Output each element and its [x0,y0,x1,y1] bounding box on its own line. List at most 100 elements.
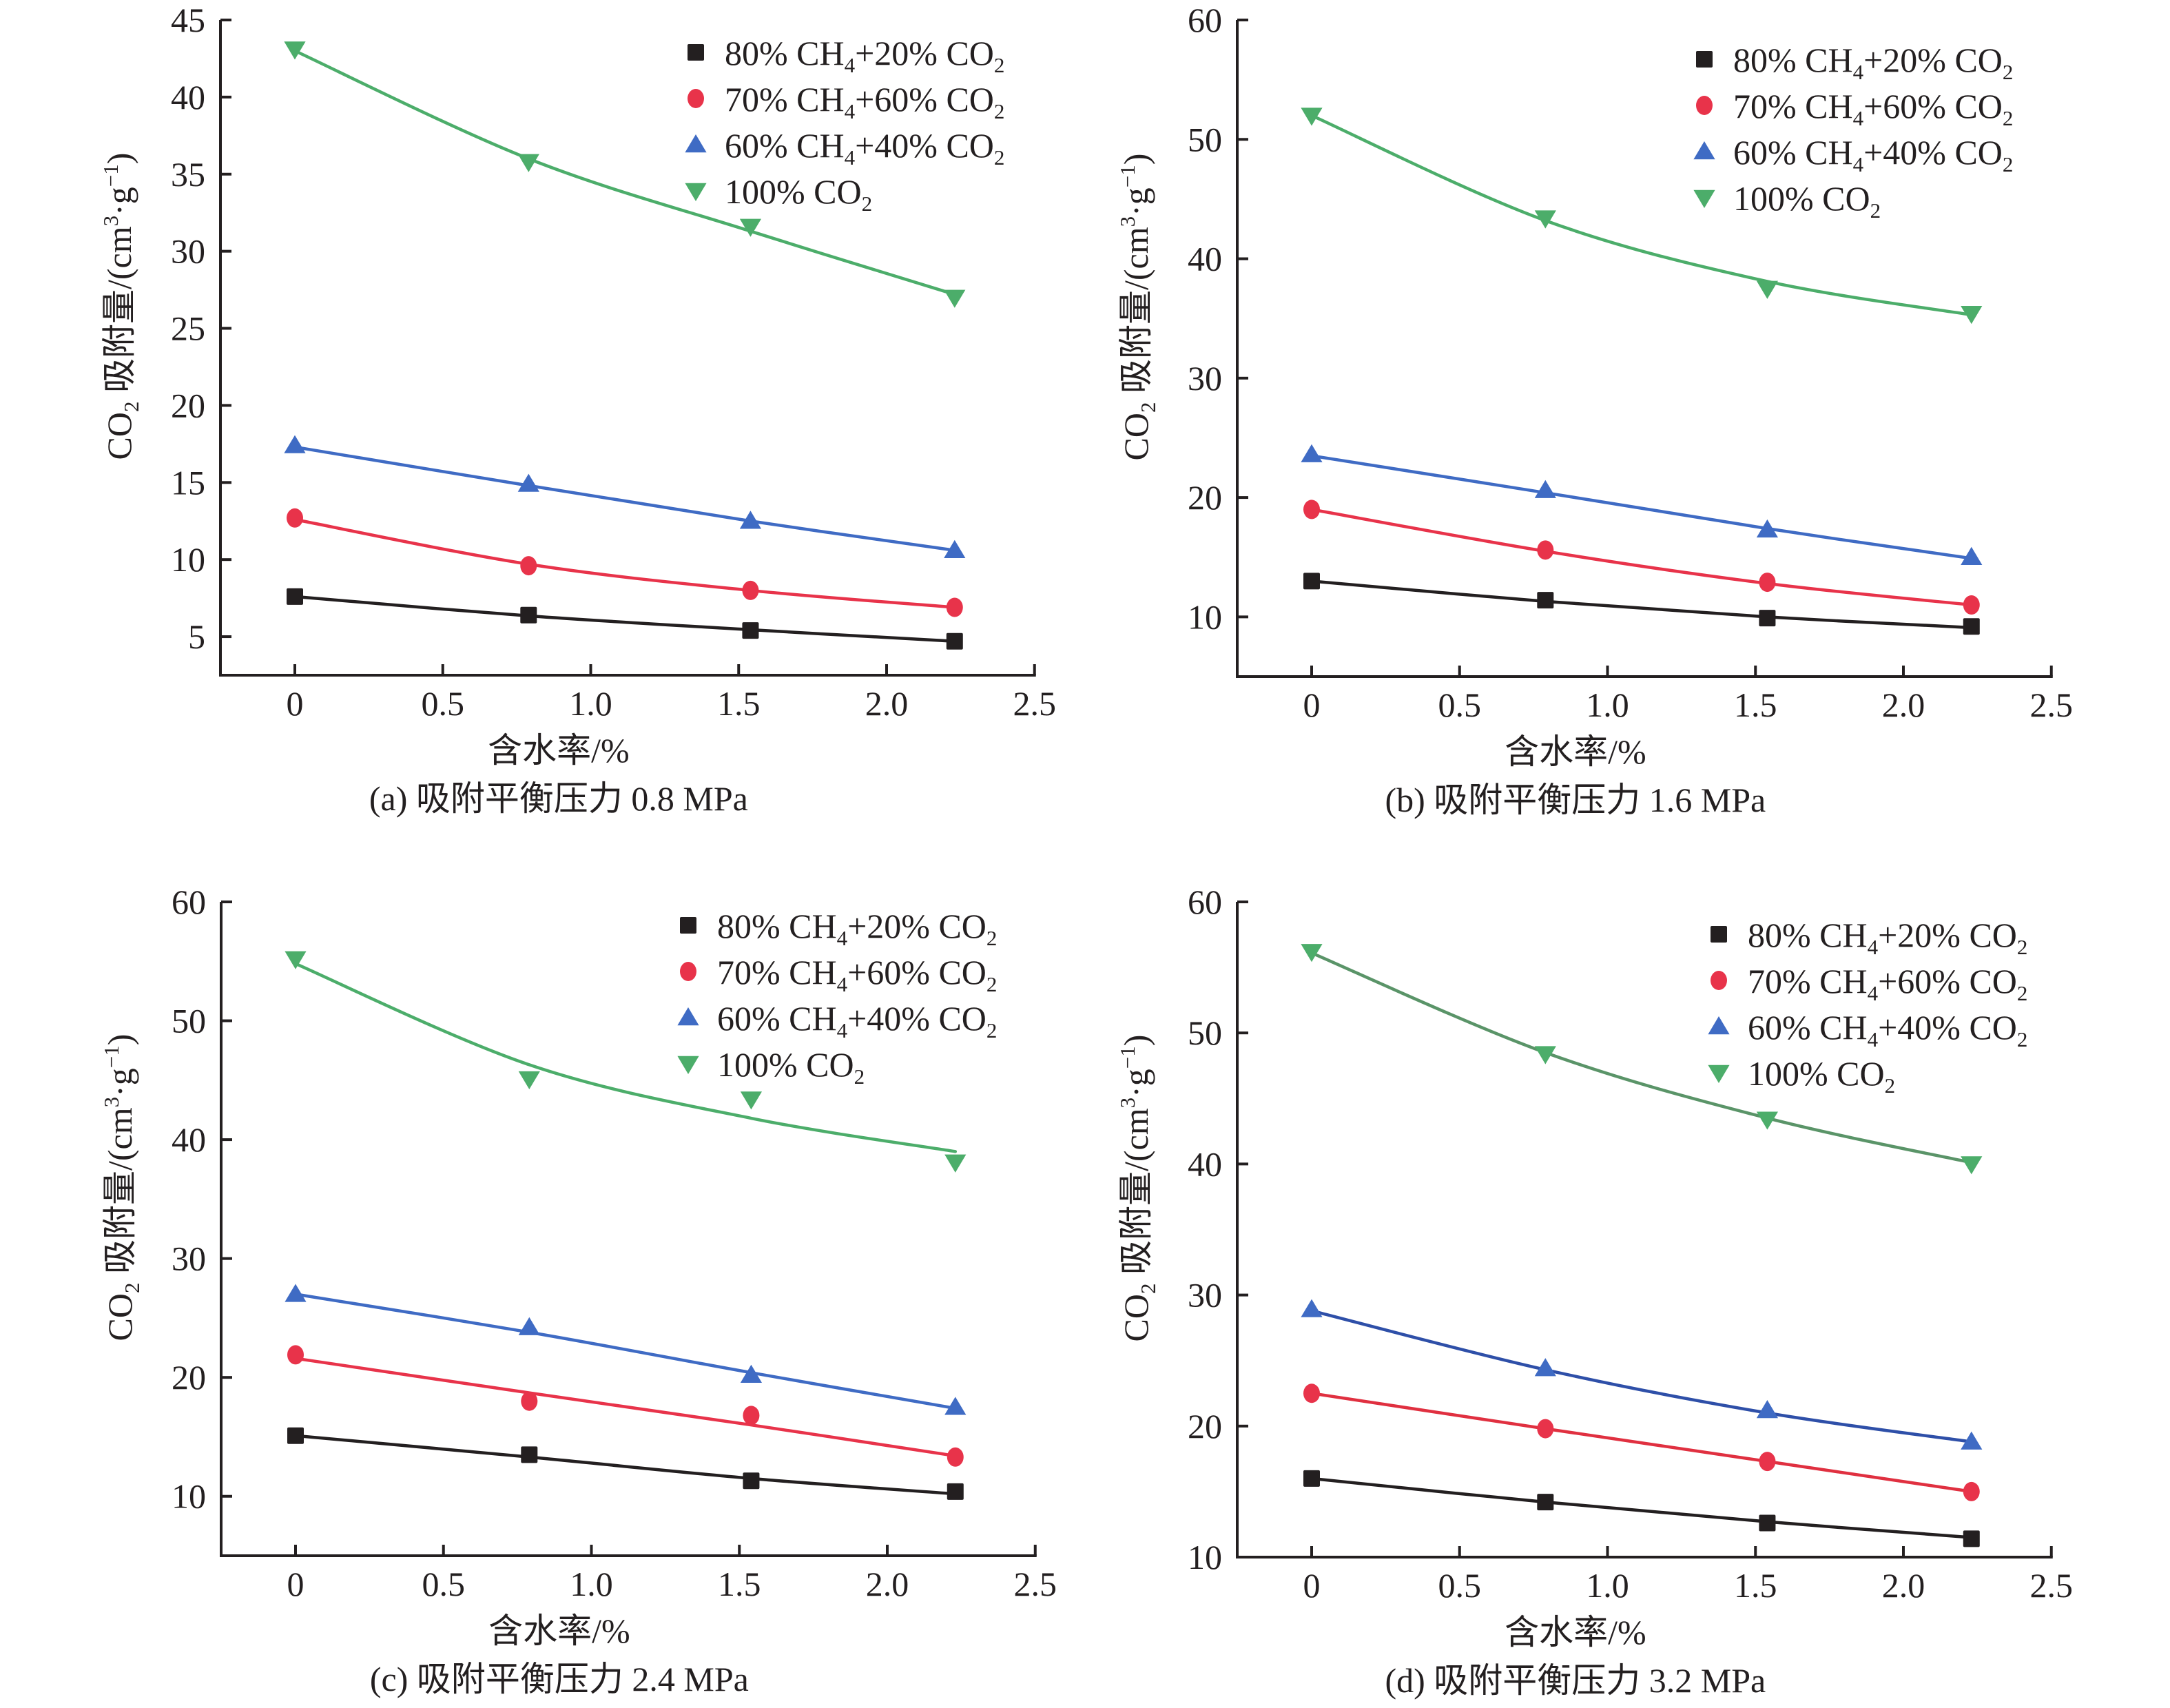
x-axis-title: 含水率/% [488,731,630,770]
subscript: 2 [2017,935,2028,959]
legend-item: 80% CH4+20% CO2 [1711,916,2027,959]
legend-marker-s60 [677,1007,699,1026]
trend-line [1310,1309,1974,1443]
x-axis-title: 含水率/% [1505,732,1646,771]
data-point [1537,1494,1554,1511]
x-tick-label: 2.0 [1882,686,1925,724]
data-point [1963,1530,1980,1547]
legend-label: 80% CH4+20% CO2 [1733,41,2013,84]
data-point [520,556,537,576]
y-tick-label: 50 [1188,1014,1222,1052]
subscript: 2 [119,401,143,412]
subscript: 4 [1853,152,1864,176]
text-run: 70% CH [717,953,837,991]
text-run: +40% CO [855,126,994,165]
data-point [284,41,306,60]
legend-marker-s60 [1708,1016,1730,1035]
data-point [285,1284,307,1302]
trend-line [1310,114,1974,317]
superscript: −1 [99,1045,123,1068]
y-tick-label: 40 [172,1120,206,1159]
data-point [1961,306,1983,325]
x-tick-label: 1.0 [570,1565,613,1603]
trend-line [1310,951,1974,1164]
data-point [946,597,963,617]
legend-label: 100% CO2 [1748,1054,1895,1098]
legend-marker-s80 [1696,51,1713,68]
y-tick-label: 20 [172,1358,206,1397]
text-run: ·g [1117,187,1155,216]
subscript: 2 [2003,60,2014,84]
legend-label: 100% CO2 [725,172,872,216]
superscript: 3 [1115,216,1139,227]
text-run: ) [100,153,138,165]
y-tick-label: 60 [172,883,206,921]
x-tick-label: 0.5 [1438,1566,1482,1605]
x-tick-label: 0 [287,684,304,723]
subscript: 4 [845,53,856,77]
legend-label: 70% CH4+60% CO2 [1733,87,2013,130]
data-point [285,951,307,969]
legend-marker-s70 [680,962,696,981]
subscript: 2 [994,99,1005,123]
text-run: 70% CH [1733,87,1853,125]
legend-marker-s80 [688,44,704,61]
legend-label: 70% CH4+60% CO2 [717,953,997,996]
data-point [740,1364,763,1383]
trend-line [1310,579,1974,630]
x-tick-label: 2.5 [1013,684,1057,723]
data-point [1756,1111,1779,1130]
data-point [743,1472,760,1490]
text-run: 60% CH [1748,1008,1868,1047]
legend-label: 60% CH4+40% CO2 [1748,1008,2027,1051]
y-tick-label: 50 [172,1002,206,1040]
data-point [1759,1452,1776,1472]
subscript: 2 [1885,1073,1896,1098]
superscript: −1 [99,164,123,187]
text-run: +60% CO [855,80,994,119]
series-s60 [1301,444,1983,565]
data-point [944,1154,967,1173]
data-point [1301,1299,1323,1317]
subscript: 4 [837,972,848,996]
data-point [1759,573,1776,593]
text-run: ·g [1117,1069,1155,1098]
x-tick-label: 1.5 [1734,1566,1777,1605]
y-tick-label: 35 [171,155,205,194]
data-point [739,218,762,237]
text-run: ) [1117,1035,1155,1047]
subscript: 2 [2017,981,2028,1005]
panel-caption: (c) 吸附平衡压力 2.4 MPa [370,1660,749,1698]
data-point [287,1345,304,1365]
subscript: 2 [1870,198,1881,223]
y-axis-title: CO2 吸附量/(cm3·g−1) [99,1034,144,1341]
x-tick-label: 2.5 [1014,1565,1057,1603]
y-tick-label: 30 [172,1239,206,1278]
legend-item: 70% CH4+60% CO2 [1696,87,2013,130]
y-tick-label: 20 [171,386,205,424]
data-point [1759,610,1776,627]
text-run: CO [1117,1294,1155,1341]
y-axis-title: CO2 吸附量/(cm3·g−1) [1115,154,1160,461]
y-axis-title: CO2 吸附量/(cm3·g−1) [99,153,143,460]
trend-line [293,1434,958,1496]
trend-line [293,595,957,644]
y-tick-label: 45 [171,1,205,39]
data-point [1534,1358,1556,1377]
x-axis-title: 含水率/% [488,1612,630,1650]
legend-label: 60% CH4+40% CO2 [725,126,1004,169]
legend-marker-s80 [1711,926,1727,943]
text-run: 60% CH [725,126,845,165]
data-point [520,606,537,624]
text-run: 80% CH [1733,41,1853,79]
data-point [1303,500,1320,519]
data-point [944,1397,967,1415]
subscript: 4 [837,926,848,950]
y-tick-label: 10 [171,540,205,579]
x-tick-label: 2.0 [865,684,909,723]
text-run: ·g [101,1068,139,1097]
